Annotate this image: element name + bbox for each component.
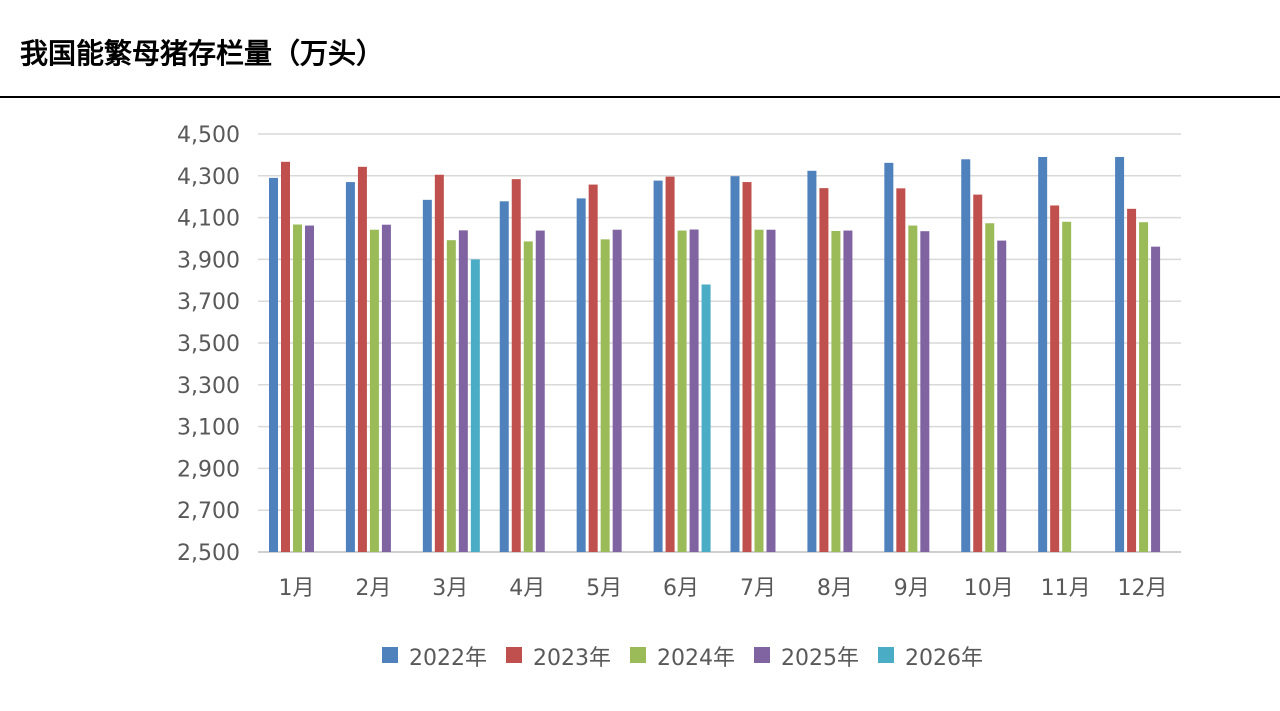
x-axis-tick-labels: 1月 2月 3月 4月 5月 6月 7月 8月 9月 10月 11月 12月 <box>278 576 1167 601</box>
y-tick-label: 3,100 <box>177 416 240 441</box>
bar-2023年-7月 <box>742 182 752 552</box>
bar-2025年-4月 <box>535 230 545 553</box>
bar-2026年-3月 <box>470 259 480 552</box>
x-tick-label: 9月 <box>894 576 930 601</box>
legend-swatch <box>630 647 646 663</box>
x-tick-label: 12月 <box>1118 576 1168 601</box>
legend-label: 2026年 <box>905 646 983 671</box>
bar-2023年-8月 <box>819 188 829 553</box>
x-tick-label: 3月 <box>432 576 468 601</box>
bar-2022年-8月 <box>807 170 817 552</box>
legend-label: 2024年 <box>657 646 735 671</box>
bar-2023年-9月 <box>896 188 906 552</box>
x-tick-label: 4月 <box>509 576 545 601</box>
bar-2023年-1月 <box>281 161 290 552</box>
bar-2022年-9月 <box>884 162 894 553</box>
bar-2024年-4月 <box>523 241 533 552</box>
bar-2022年-12月 <box>1115 156 1125 553</box>
bar-2025年-7月 <box>766 229 776 553</box>
y-tick-label: 3,700 <box>177 290 240 315</box>
x-tick-label: 10月 <box>964 576 1014 601</box>
x-tick-label: 8月 <box>817 576 853 601</box>
bar-2025年-6月 <box>689 229 699 552</box>
bar-2024年-1月 <box>293 224 302 552</box>
bar-2026年-6月 <box>701 284 711 552</box>
bar-2025年-8月 <box>843 230 853 553</box>
legend-swatch <box>382 647 398 663</box>
bar-2024年-7月 <box>754 229 764 553</box>
bar-2025年-10月 <box>997 240 1007 552</box>
bar-2024年-8月 <box>831 230 841 552</box>
bar-2025年-5月 <box>612 229 622 553</box>
bar-2022年-6月 <box>653 180 663 552</box>
x-tick-label: 11月 <box>1041 576 1091 601</box>
page-title: 我国能繁母猪存栏量（万头） <box>20 37 385 70</box>
bar-2024年-5月 <box>600 239 610 552</box>
bar-2023年-6月 <box>665 176 675 553</box>
legend-label: 2025年 <box>781 646 859 671</box>
y-tick-label: 2,500 <box>177 541 240 566</box>
bar-2024年-9月 <box>908 225 918 553</box>
bar-2022年-10月 <box>961 159 971 552</box>
x-tick-label: 6月 <box>663 576 699 601</box>
bar-2022年-4月 <box>499 201 509 552</box>
bar-2025年-2月 <box>381 224 391 552</box>
bar-2024年-3月 <box>446 240 456 552</box>
bar-2022年-1月 <box>269 177 278 552</box>
legend: 2022年 2023年 2024年 2025年 2026年 <box>382 646 983 671</box>
bar-2022年-3月 <box>422 199 432 552</box>
bar-2023年-2月 <box>357 166 367 553</box>
bars <box>269 156 1161 553</box>
bar-2025年-3月 <box>458 230 468 552</box>
bar-2024年-2月 <box>369 229 379 553</box>
title-divider <box>0 96 1280 98</box>
bar-2023年-11月 <box>1050 205 1060 552</box>
bar-2025年-9月 <box>920 231 930 552</box>
x-tick-label: 5月 <box>586 576 622 601</box>
bar-2023年-4月 <box>511 179 521 553</box>
y-tick-label: 4,300 <box>177 165 240 190</box>
y-tick-label: 3,900 <box>177 248 240 273</box>
y-tick-label: 2,700 <box>177 499 240 524</box>
bar-2024年-6月 <box>677 230 687 553</box>
y-tick-label: 4,500 <box>177 123 240 148</box>
bar-2023年-5月 <box>588 184 598 552</box>
legend-label: 2022年 <box>409 646 487 671</box>
x-tick-label: 2月 <box>355 576 391 601</box>
bar-2024年-11月 <box>1062 221 1072 552</box>
bar-2022年-7月 <box>730 176 740 552</box>
y-tick-label: 3,500 <box>177 332 240 357</box>
gridlines <box>258 133 1181 553</box>
legend-swatch <box>754 647 770 663</box>
y-tick-label: 3,300 <box>177 374 240 399</box>
bar-2023年-3月 <box>434 174 444 552</box>
bar-2022年-11月 <box>1038 156 1048 553</box>
x-tick-label: 7月 <box>740 576 776 601</box>
y-tick-label: 2,900 <box>177 457 240 482</box>
legend-swatch <box>878 647 894 663</box>
bar-2024年-12月 <box>1139 222 1149 552</box>
bar-2023年-12月 <box>1127 208 1137 552</box>
bar-2022年-5月 <box>576 198 586 552</box>
bar-2025年-12月 <box>1151 246 1161 552</box>
legend-label: 2023年 <box>533 646 611 671</box>
bar-2025年-1月 <box>305 225 314 553</box>
bar-2022年-2月 <box>345 182 355 552</box>
bar-2024年-10月 <box>985 223 995 553</box>
y-tick-label: 4,100 <box>177 207 240 232</box>
y-axis-tick-labels: 2,500 2,700 2,900 3,100 3,300 3,500 3,700 3,900… <box>177 123 240 566</box>
legend-swatch <box>506 647 522 663</box>
x-tick-label: 1月 <box>278 576 314 601</box>
bar-2023年-10月 <box>973 194 983 553</box>
